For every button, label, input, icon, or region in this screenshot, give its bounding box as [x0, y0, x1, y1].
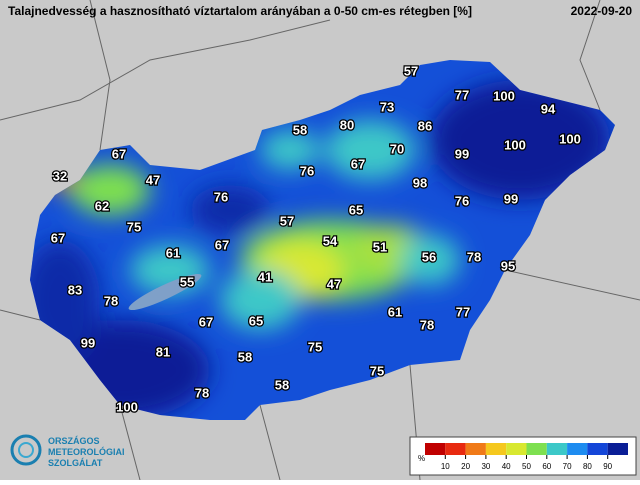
legend-swatch	[485, 443, 507, 455]
legend-swatch	[607, 443, 628, 455]
station-value: 94	[541, 101, 556, 116]
legend-swatch	[506, 443, 527, 455]
station-value: 58	[238, 349, 252, 364]
station-value: 47	[146, 172, 160, 187]
station-value: 67	[199, 314, 213, 329]
station-value: 67	[51, 230, 65, 245]
station-value: 57	[404, 63, 418, 78]
station-value: 100	[116, 399, 138, 414]
station-value: 67	[351, 156, 365, 171]
legend-swatch	[526, 443, 547, 455]
station-value: 77	[455, 87, 469, 102]
station-value: 100	[559, 131, 581, 146]
legend-tick-label: 10	[441, 462, 450, 471]
station-value: 77	[456, 304, 470, 319]
station-value: 65	[349, 202, 363, 217]
station-value: 61	[166, 245, 180, 260]
station-value: 58	[275, 377, 289, 392]
legend-swatch	[465, 443, 486, 455]
station-value: 56	[422, 249, 436, 264]
legend-tick-label: 60	[542, 462, 551, 471]
station-value: 99	[81, 335, 95, 350]
station-value: 75	[370, 363, 384, 378]
logo	[10, 434, 42, 466]
station-value: 62	[95, 198, 109, 213]
station-value: 65	[249, 313, 263, 328]
station-value: 78	[104, 293, 118, 308]
station-value: 81	[156, 344, 170, 359]
map-title: Talajnedvesség a hasznosítható víztartal…	[8, 4, 472, 18]
station-value: 80	[340, 117, 354, 132]
station-value: 86	[418, 118, 432, 133]
station-value: 75	[127, 219, 141, 234]
station-value: 73	[380, 99, 394, 114]
station-value: 58	[293, 122, 307, 137]
station-value: 76	[214, 189, 228, 204]
legend-tick-label: 80	[583, 462, 592, 471]
legend-tick-label: 70	[563, 462, 572, 471]
station-value: 32	[53, 168, 67, 183]
station-value: 54	[323, 233, 338, 248]
legend-tick-label: 20	[461, 462, 470, 471]
legend-tick-label: 50	[522, 462, 531, 471]
logo-icon	[10, 434, 42, 466]
station-value: 78	[420, 317, 434, 332]
station-value: 47	[327, 276, 341, 291]
legend-tick-label: 90	[603, 462, 612, 471]
legend-swatch	[546, 443, 568, 455]
station-value: 51	[373, 239, 387, 254]
station-value: 55	[180, 274, 194, 289]
legend-swatch	[587, 443, 608, 455]
station-value: 83	[68, 282, 82, 297]
station-value: 98	[413, 175, 427, 190]
legend-swatch	[445, 443, 466, 455]
station-value: 100	[493, 88, 515, 103]
station-value: 76	[300, 163, 314, 178]
station-value: 41	[258, 269, 272, 284]
station-value: 75	[308, 339, 322, 354]
station-value: 100	[504, 137, 526, 152]
station-value: 67	[112, 146, 126, 161]
station-value: 57	[280, 213, 294, 228]
legend-unit: %	[418, 454, 425, 463]
logo-text: ORSZÁGOS	[48, 436, 100, 446]
station-value: 61	[388, 304, 402, 319]
station-value: 78	[195, 385, 209, 400]
station-value: 76	[455, 193, 469, 208]
logo-text: SZOLGÁLAT	[48, 458, 103, 468]
legend-tick-label: 40	[502, 462, 511, 471]
legend-swatch	[425, 443, 446, 455]
map-date: 2022-09-20	[571, 4, 633, 18]
station-value: 78	[467, 249, 481, 264]
logo-text: METEOROLÓGIAI	[48, 446, 125, 457]
logo-icon	[18, 442, 34, 458]
legend-swatch	[567, 443, 588, 455]
station-value: 95	[501, 258, 515, 273]
station-value: 99	[504, 191, 518, 206]
station-value: 99	[455, 146, 469, 161]
legend-tick-label: 30	[481, 462, 490, 471]
station-value: 67	[215, 237, 229, 252]
station-value: 70	[390, 141, 404, 156]
